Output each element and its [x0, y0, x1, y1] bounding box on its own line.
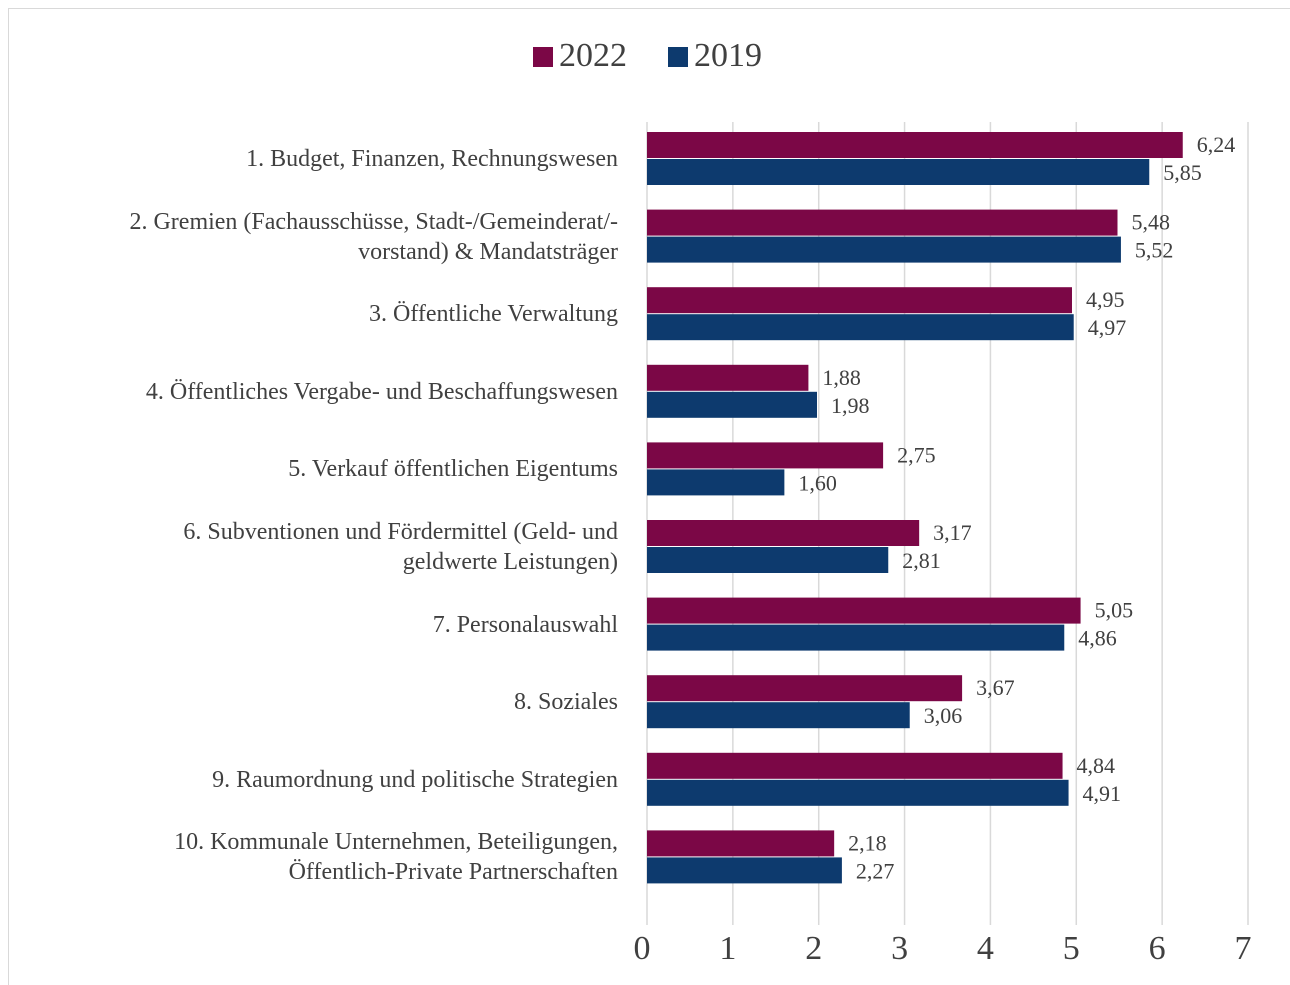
x-tick-label: 0	[634, 930, 651, 967]
data-label: 5,05	[1095, 598, 1134, 623]
bar	[647, 287, 1072, 314]
data-label: 2,81	[902, 548, 941, 573]
chart-frame	[8, 8, 1290, 985]
category-label: 8. Soziales	[514, 689, 618, 716]
category-label: 6. Subventionen und Fördermittel (Geld- …	[183, 519, 618, 575]
data-label: 5,52	[1135, 238, 1174, 263]
x-tick-label: 5	[1063, 930, 1080, 967]
x-tick-label: 2	[805, 930, 822, 967]
bar	[647, 520, 920, 546]
bar	[647, 159, 1150, 185]
legend-swatch	[533, 47, 553, 67]
bar	[647, 857, 842, 884]
data-label: 4,86	[1078, 626, 1117, 651]
x-tick-label: 7	[1235, 930, 1252, 967]
category-label: 10. Kommunale Unternehmen, Beteiligungen…	[174, 829, 618, 886]
data-label: 4,97	[1088, 315, 1127, 340]
category-label: 3. Öffentliche Verwaltung	[368, 301, 618, 328]
bar	[647, 364, 809, 391]
data-label: 3,67	[976, 675, 1015, 700]
data-label: 3,06	[924, 703, 963, 728]
bar	[647, 236, 1121, 263]
bar	[647, 469, 785, 496]
x-tick-label: 4	[977, 930, 994, 967]
legend-swatch	[668, 47, 688, 67]
bar	[647, 314, 1074, 341]
legend-label: 2019	[694, 37, 762, 74]
bar	[647, 702, 910, 729]
data-label: 6,24	[1197, 132, 1236, 157]
category-label: 4. Öffentliches Vergabe- und Beschaffung…	[145, 378, 618, 405]
data-label: 3,17	[933, 520, 972, 545]
x-tick-label: 3	[891, 930, 908, 967]
bar	[647, 624, 1065, 651]
data-label: 1,60	[798, 470, 837, 495]
legend-label: 2022	[559, 37, 627, 74]
x-tick-label: 1	[719, 930, 736, 967]
data-label: 5,48	[1131, 210, 1170, 235]
bar	[647, 391, 817, 418]
data-label: 4,91	[1083, 781, 1122, 806]
data-label: 2,18	[848, 830, 887, 855]
category-label: 9. Raumordnung und politische Strategien	[212, 766, 618, 793]
data-label: 5,85	[1163, 160, 1202, 185]
bar	[647, 132, 1183, 158]
x-tick-label: 6	[1149, 930, 1166, 967]
category-label: 7. Personalauswahl	[432, 611, 618, 638]
bar	[647, 442, 884, 469]
bar	[647, 209, 1118, 236]
data-label: 2,27	[856, 858, 895, 883]
category-label: 1. Budget, Finanzen, Rechnungswesen	[246, 146, 618, 172]
data-label: 1,88	[822, 365, 861, 390]
bar	[647, 830, 835, 857]
bar	[647, 597, 1081, 624]
data-label: 4,84	[1077, 753, 1116, 778]
bar	[647, 752, 1063, 779]
data-label: 4,95	[1086, 287, 1125, 312]
bar	[647, 779, 1069, 806]
bar	[647, 675, 963, 702]
data-label: 1,98	[831, 393, 870, 418]
bar	[647, 547, 889, 573]
category-label: 2. Gremien (Fachausschüsse, Stadt-/Gemei…	[129, 208, 618, 265]
category-label: 5. Verkauf öffentlichen Eigentums	[288, 456, 618, 483]
data-label: 2,75	[897, 442, 936, 467]
